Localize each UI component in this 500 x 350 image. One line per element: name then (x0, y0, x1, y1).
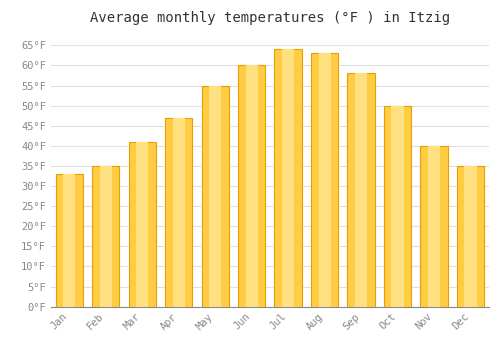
Bar (384, 106, 411, 307)
Bar (392, 106, 404, 307)
Bar (420, 146, 448, 307)
Bar (457, 166, 484, 307)
Bar (128, 142, 156, 307)
Bar (238, 65, 266, 307)
Bar (428, 146, 440, 307)
Bar (165, 118, 192, 307)
Bar (318, 53, 331, 307)
Bar (92, 166, 120, 307)
Bar (136, 142, 148, 307)
Bar (348, 74, 375, 307)
Bar (355, 74, 368, 307)
Bar (209, 85, 222, 307)
Title: Average monthly temperatures (°F ) in Itzig: Average monthly temperatures (°F ) in It… (90, 11, 450, 25)
Bar (172, 118, 185, 307)
Bar (56, 174, 83, 307)
Bar (311, 53, 338, 307)
Bar (100, 166, 112, 307)
Bar (274, 49, 302, 307)
Bar (63, 174, 76, 307)
Bar (202, 85, 229, 307)
Bar (282, 49, 294, 307)
Bar (464, 166, 477, 307)
Bar (246, 65, 258, 307)
